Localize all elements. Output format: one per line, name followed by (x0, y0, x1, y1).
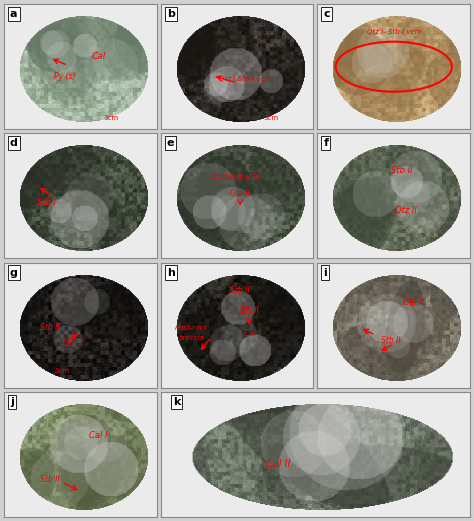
Text: f: f (323, 139, 328, 148)
Text: k: k (173, 397, 180, 407)
Text: a: a (10, 9, 18, 19)
Text: Stb II: Stb II (381, 336, 401, 344)
Text: 3cm: 3cm (55, 368, 70, 375)
Text: Host-rock: Host-rock (174, 325, 208, 331)
Text: i: i (323, 268, 327, 278)
Text: 3cm: 3cm (103, 115, 118, 121)
Text: Qtz II: Qtz II (230, 189, 250, 198)
Text: Qtz II: Qtz II (63, 339, 82, 349)
Text: 3cm: 3cm (263, 115, 278, 121)
Text: h: h (167, 268, 174, 278)
Text: Cal I: Cal I (90, 431, 108, 440)
Text: g: g (10, 268, 18, 278)
Text: b: b (167, 9, 174, 19)
Text: d: d (10, 139, 18, 148)
Text: Stb II: Stb II (391, 166, 412, 176)
Text: Cal I: Cal I (244, 329, 261, 338)
Text: breccia: breccia (178, 334, 204, 341)
Text: Cal: Cal (91, 52, 106, 61)
Text: Qtz II-Stb II-Py-: Qtz II-Stb II-Py- (211, 174, 263, 180)
Text: Stb II: Stb II (230, 286, 250, 294)
Text: Qtz II: Qtz II (239, 306, 259, 315)
Text: c: c (323, 9, 330, 19)
Text: j: j (10, 397, 14, 407)
Text: Stb II: Stb II (40, 475, 60, 484)
Text: Cal I: Cal I (403, 298, 421, 307)
Text: Stb I: Stb I (37, 197, 56, 207)
Text: Qtz II: Qtz II (395, 206, 417, 215)
Text: e: e (167, 139, 174, 148)
Text: Qtz I-Stb I vein: Qtz I-Stb I vein (219, 76, 271, 82)
Text: Py (s): Py (s) (54, 72, 76, 81)
Text: Stb II: Stb II (40, 323, 60, 332)
Text: Qtz I- Stb I vein: Qtz I- Stb I vein (366, 29, 421, 35)
Text: Cal II: Cal II (266, 460, 291, 469)
